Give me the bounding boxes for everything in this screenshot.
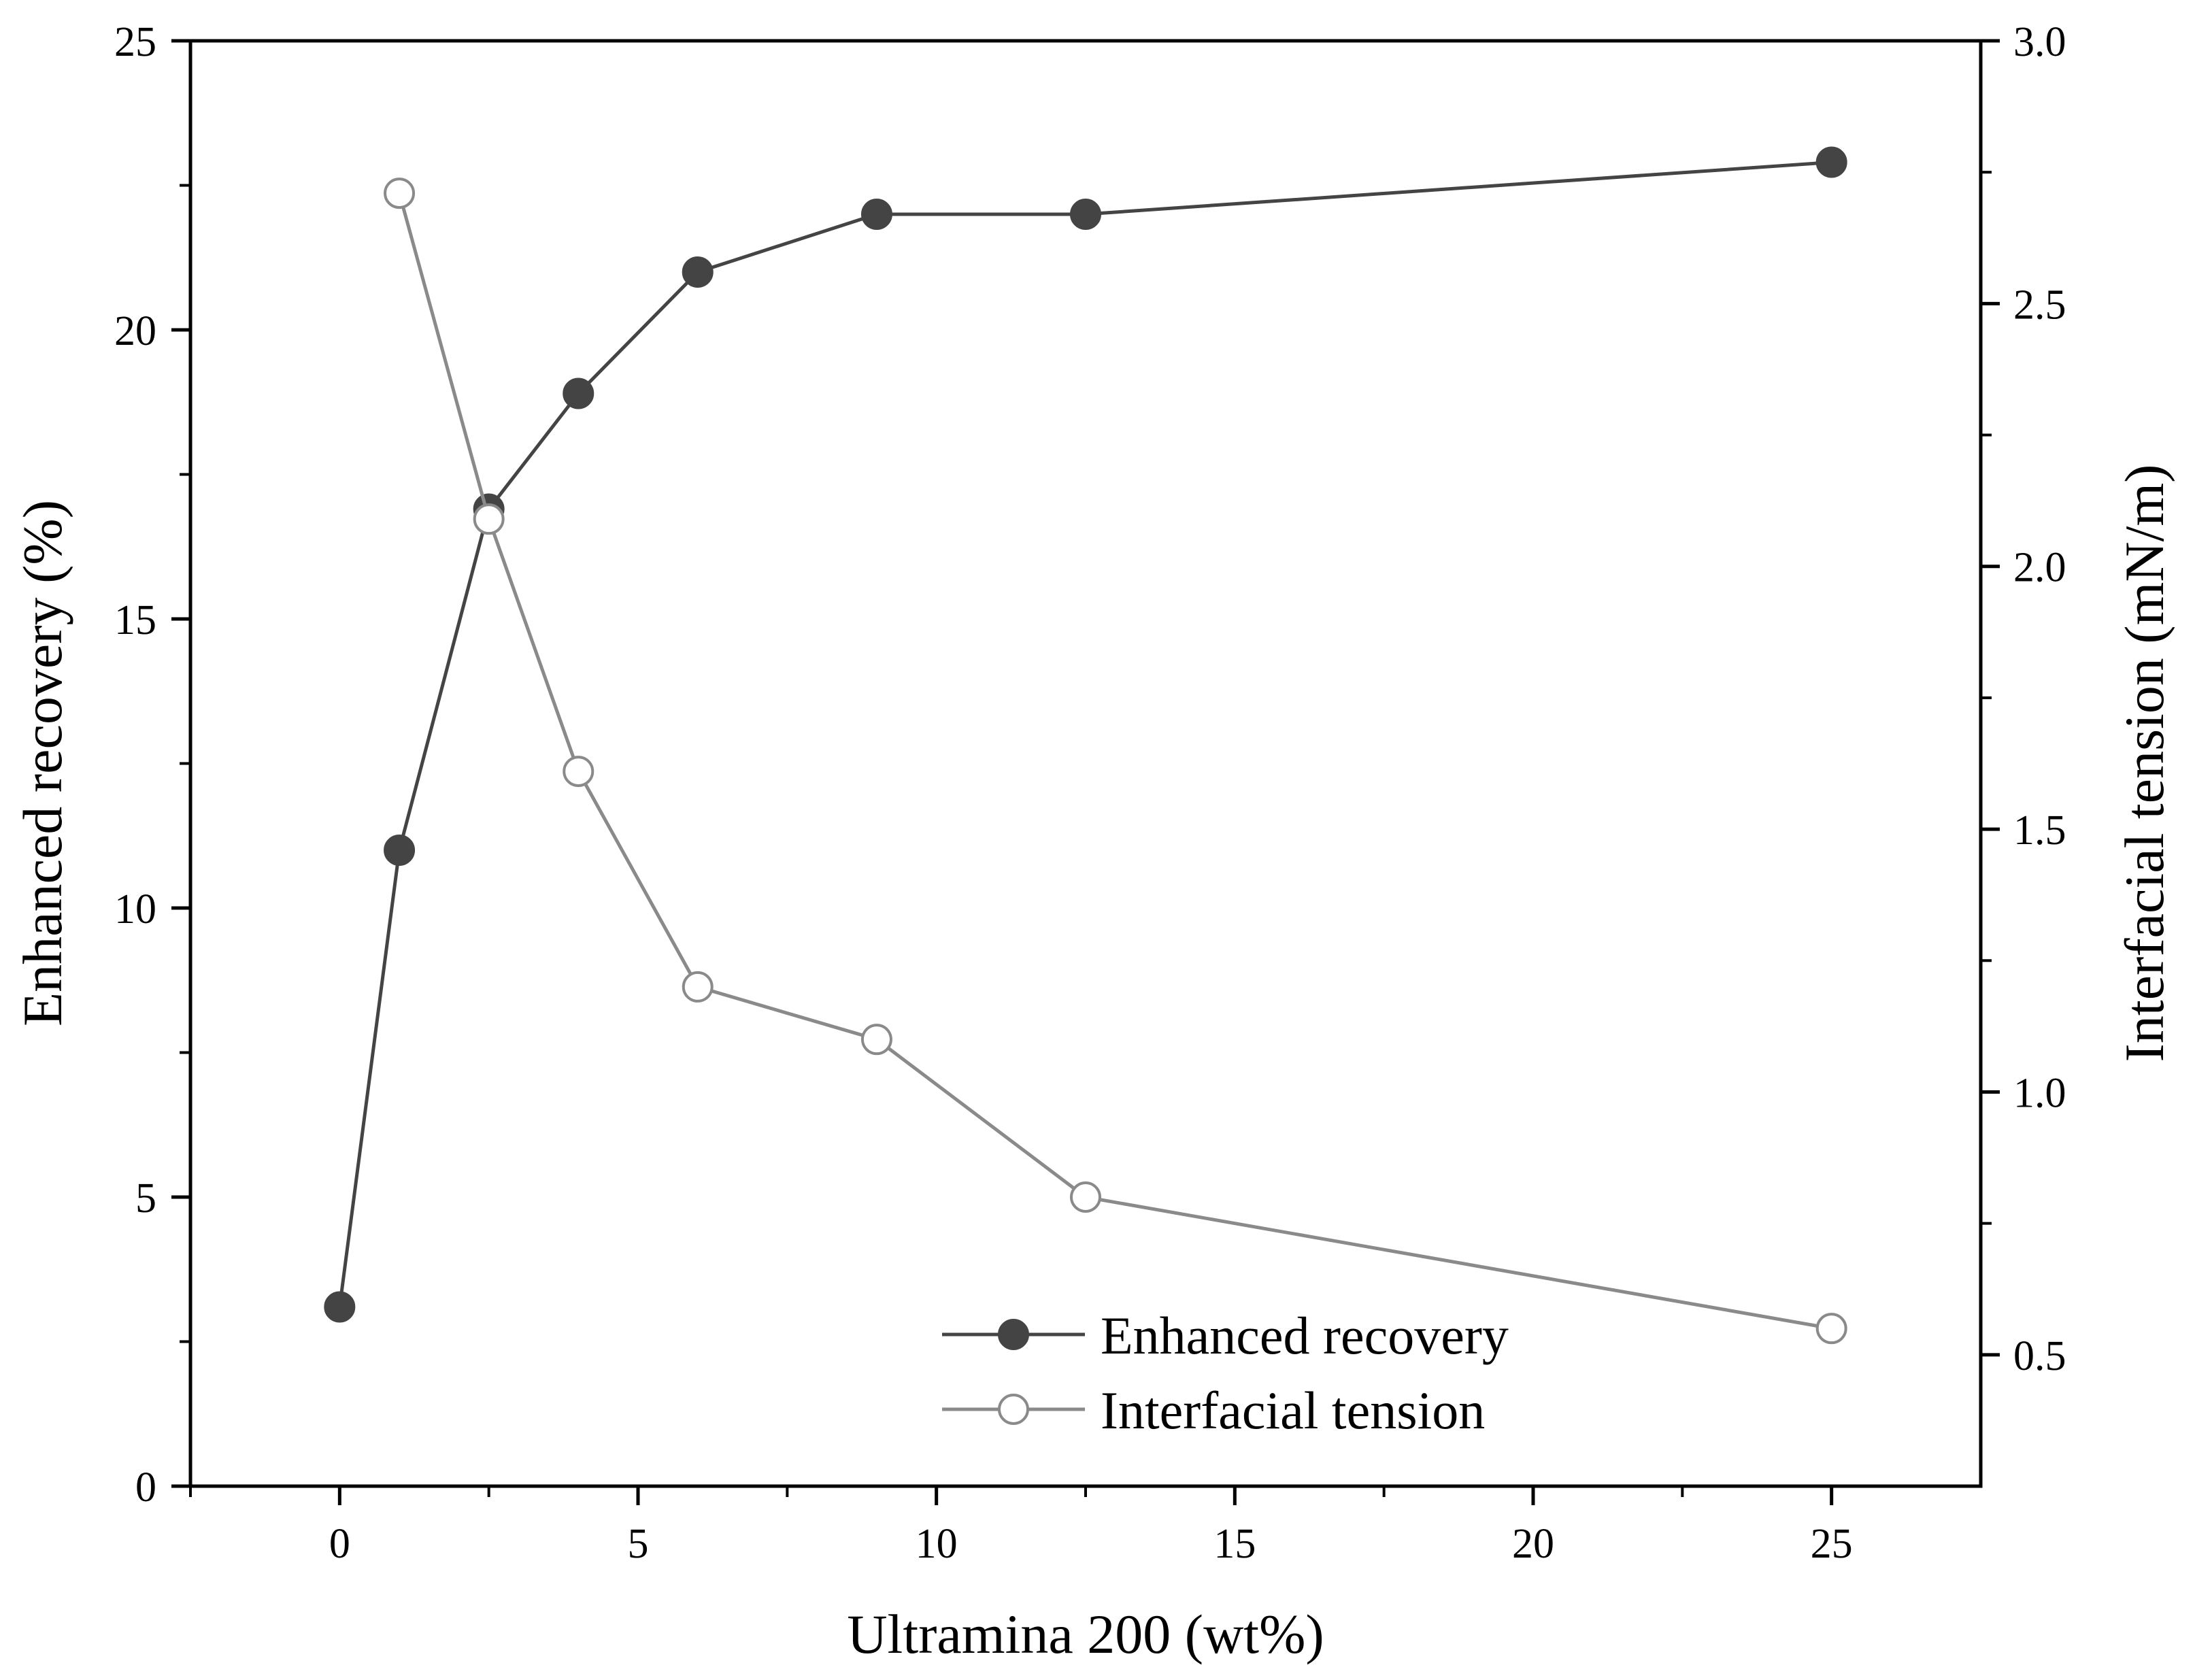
point-enhanced-recovery-4 [682,256,714,288]
y-tick-label-15: 15 [114,597,156,643]
y-axis-ticks: 0 5 10 15 20 25 [114,19,190,1511]
series-layer [324,146,1847,1345]
point-interfacial-tension-4 [860,1024,892,1056]
point-interfacial-tension-2 [563,756,594,788]
point-enhanced-recovery-7 [1815,146,1847,178]
y-tick-label-0: 0 [135,1464,156,1511]
point-interfacial-tension-3 [682,971,714,1003]
y-tick-label-20: 20 [114,308,156,354]
y2-tick-label-2.5: 2.5 [2013,282,2066,328]
x-axis-ticks: 0 5 10 15 20 25 [189,1486,1853,1567]
point-interfacial-tension-6 [1815,1313,1847,1345]
y2-tick-label-1: 1.0 [2013,1070,2066,1116]
y-tick-label-5: 5 [135,1175,156,1222]
point-enhanced-recovery-0 [324,1291,356,1323]
y-axis-title: Enhanced recovery (%) [12,500,73,1026]
legend-label-enhanced-recovery: Enhanced recovery [1101,1306,1509,1365]
x-tick-label-10: 10 [916,1521,958,1567]
point-enhanced-recovery-1 [384,835,416,866]
point-enhanced-recovery-5 [860,199,892,230]
y2-axis-ticks: 0.5 1.0 1.5 2.0 2.5 3.0 [1981,19,2066,1379]
x-tick-label-15: 15 [1213,1521,1256,1567]
x-tick-label-20: 20 [1512,1521,1554,1567]
legend-label-interfacial-tension: Interfacial tension [1101,1381,1485,1440]
legend: Enhanced recovery Interfacial tension [942,1306,1509,1440]
series-line-interfacial-tension [397,192,1832,1330]
point-enhanced-recovery-6 [1070,199,1101,230]
y2-tick-label-1.5: 1.5 [2013,807,2066,854]
point-enhanced-recovery-3 [563,377,594,409]
series-line-enhanced-recovery [337,161,1832,1307]
point-interfacial-tension-1 [473,503,505,535]
y-tick-label-25: 25 [114,19,156,65]
point-interfacial-tension-0 [384,178,416,209]
y2-tick-label-0.5: 0.5 [2013,1333,2066,1379]
legend-marker-interfacial-tension [998,1394,1029,1425]
x-tick-label-25: 25 [1811,1521,1853,1567]
x-axis-title: Ultramina 200 (wt%) [847,1603,1324,1665]
x-tick-label-5: 5 [628,1521,649,1567]
y2-tick-label-2: 2.0 [2013,545,2066,591]
y-tick-label-10: 10 [114,886,156,933]
x-tick-label-0: 0 [329,1521,350,1567]
point-interfacial-tension-5 [1070,1181,1101,1213]
y2-tick-label-3: 3.0 [2013,19,2066,65]
y2-axis-title: Interfacial tension (mN/m) [2113,465,2175,1062]
legend-marker-enhanced-recovery [998,1319,1029,1350]
plot-frame [188,39,1983,1488]
